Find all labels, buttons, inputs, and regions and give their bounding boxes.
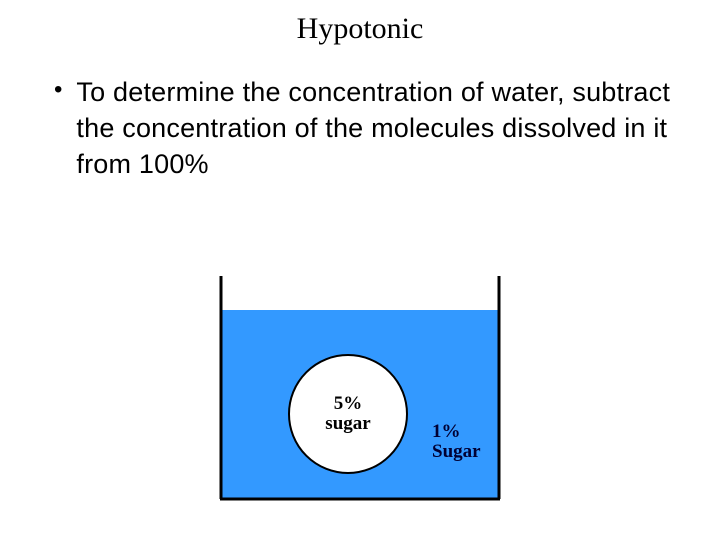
slide-title: Hypotonic — [0, 0, 720, 46]
bullet-text: To determine the concentration of water,… — [76, 74, 700, 182]
solution-label-line1: 1% — [432, 422, 481, 442]
cell-label-line1: 5% — [334, 394, 363, 414]
bullet-marker-icon: • — [54, 74, 62, 106]
bullet-item: • To determine the concentration of wate… — [54, 74, 700, 182]
cell-circle: 5% sugar — [288, 354, 408, 474]
solution-label: 1% Sugar — [432, 422, 481, 462]
solution-label-line2: Sugar — [432, 442, 481, 462]
cell-label-line2: sugar — [325, 414, 370, 434]
bullet-list: • To determine the concentration of wate… — [54, 74, 700, 182]
hypotonic-diagram: 5% sugar 1% Sugar — [210, 270, 510, 510]
slide: Hypotonic • To determine the concentrati… — [0, 0, 720, 540]
